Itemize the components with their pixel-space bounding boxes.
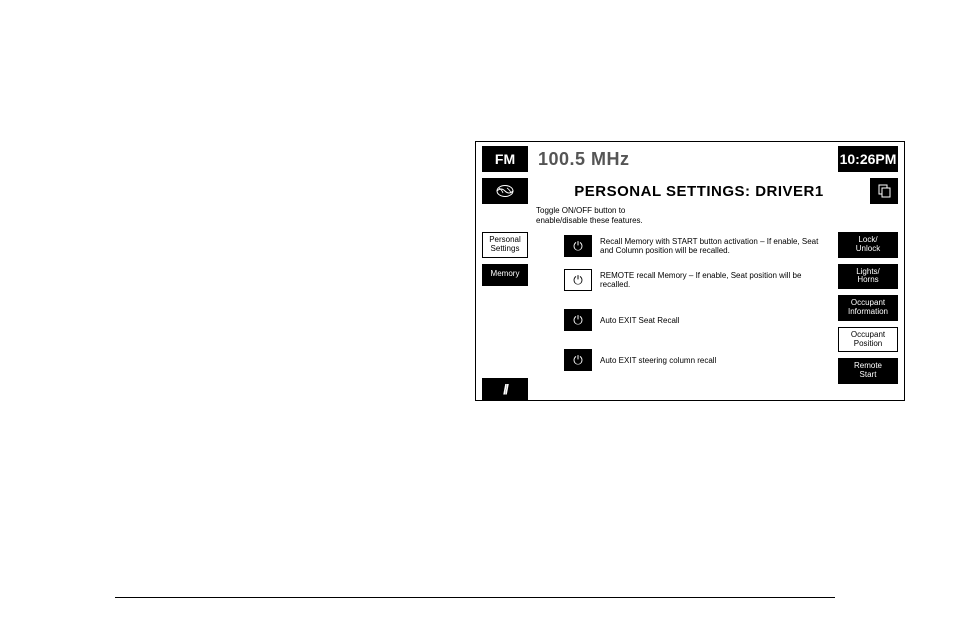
- header-row: FM 100.5 MHz 10:26PM: [476, 142, 904, 172]
- memory-button[interactable]: Memory: [482, 264, 528, 286]
- clock-display: 10:26PM: [838, 146, 898, 172]
- occupant-position-button[interactable]: Occupant Position: [838, 327, 898, 353]
- copy-icon[interactable]: [870, 178, 898, 204]
- feature-row-2: ⏻ Auto EXIT Seat Recall: [564, 309, 832, 331]
- feature-label-3: Auto EXIT steering column recall: [600, 356, 832, 365]
- lights-horns-button[interactable]: Lights/ Horns: [838, 264, 898, 290]
- right-column: Lock/ Unlock Lights/ Horns Occupant Info…: [838, 206, 898, 400]
- power-toggle-0[interactable]: ⏻: [564, 235, 592, 257]
- left-column: Personal Settings Memory //: [482, 206, 528, 400]
- instruction-line1: Toggle ON/OFF button to: [536, 206, 625, 215]
- occupant-information-button[interactable]: Occupant Information: [838, 295, 898, 321]
- globe-icon[interactable]: [482, 178, 528, 204]
- frequency-display: 100.5 MHz: [534, 146, 832, 172]
- feature-label-0: Recall Memory with START button activati…: [600, 237, 832, 255]
- feature-row-3: ⏻ Auto EXIT steering column recall: [564, 349, 832, 371]
- power-toggle-1[interactable]: ⏻: [564, 269, 592, 291]
- power-toggle-2[interactable]: ⏻: [564, 309, 592, 331]
- feature-row-1: ⏻ REMOTE recall Memory – If enable, Seat…: [564, 269, 832, 291]
- title-row: PERSONAL SETTINGS: DRIVER1: [476, 172, 904, 204]
- middle-column: Toggle ON/OFF button to enable/disable t…: [534, 206, 832, 400]
- personal-settings-button[interactable]: Personal Settings: [482, 232, 528, 258]
- remote-start-button[interactable]: Remote Start: [838, 358, 898, 384]
- band-badge[interactable]: FM: [482, 146, 528, 172]
- instruction-text: Toggle ON/OFF button to enable/disable t…: [534, 206, 832, 231]
- lock-unlock-button[interactable]: Lock/ Unlock: [838, 232, 898, 258]
- page-divider: [115, 597, 835, 598]
- screen-title: PERSONAL SETTINGS: DRIVER1: [534, 178, 864, 204]
- slash-icon[interactable]: //: [482, 378, 528, 400]
- power-toggle-3[interactable]: ⏻: [564, 349, 592, 371]
- instruction-line2: enable/disable these features.: [536, 216, 643, 225]
- feature-label-2: Auto EXIT Seat Recall: [600, 316, 832, 325]
- feature-row-0: ⏻ Recall Memory with START button activa…: [564, 235, 832, 257]
- feature-label-1: REMOTE recall Memory – If enable, Seat p…: [600, 271, 832, 289]
- content-area: Personal Settings Memory // Toggle ON/OF…: [476, 204, 904, 406]
- infotainment-panel: FM 100.5 MHz 10:26PM PERSONAL SETTINGS: …: [475, 141, 905, 401]
